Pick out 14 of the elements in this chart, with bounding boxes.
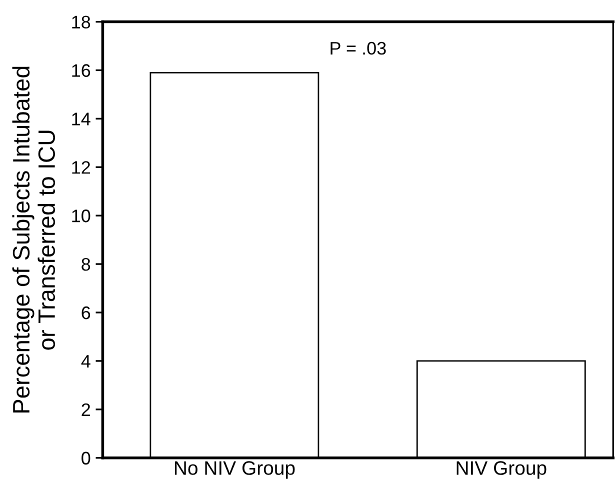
y-tick-label: 8 xyxy=(82,258,90,271)
annotation: P = .03 xyxy=(330,42,386,55)
y-tick-label: 12 xyxy=(72,161,90,174)
y-tick-label: 2 xyxy=(82,403,90,416)
y-tick-label: 10 xyxy=(72,210,90,222)
y-axis-title: Percentage of Subjects Intubated or Transferred to ICU xyxy=(12,66,56,412)
y-tick-label: 4 xyxy=(81,355,90,368)
y-tick-label: 6 xyxy=(82,306,90,320)
x-tick-label: No NIV Group xyxy=(174,461,295,479)
y-tick-label: 16 xyxy=(72,64,90,77)
x-tick-label: NIV Group xyxy=(456,461,546,479)
y-tick-label: 18 xyxy=(72,16,90,28)
y-tick-label: 14 xyxy=(72,112,90,126)
y-tick-label: 0 xyxy=(82,452,90,465)
